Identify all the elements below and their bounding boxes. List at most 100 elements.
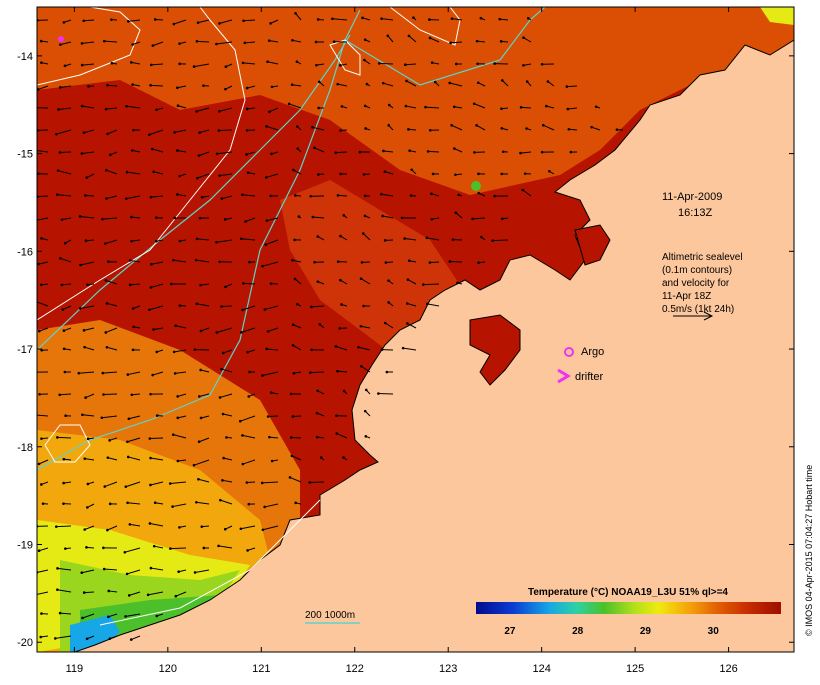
velocity-arrow-head	[224, 528, 227, 531]
velocity-arrow-head	[198, 154, 201, 157]
velocity-arrow-head	[294, 12, 297, 15]
velocity-arrow-head	[200, 525, 203, 528]
velocity-arrow-head	[477, 173, 480, 176]
velocity-arrow-head	[173, 351, 176, 354]
velocity-arrow-head	[199, 217, 202, 220]
velocity-arrow-head	[55, 525, 58, 528]
velocity-arrow-head	[296, 303, 299, 306]
velocity-arrow-head	[148, 133, 151, 136]
velocity-arrow-head	[264, 308, 267, 311]
velocity-arrow-head	[220, 305, 223, 308]
velocity-arrow-head	[105, 108, 108, 111]
argo-label: Argo	[581, 346, 604, 358]
velocity-arrow-head	[107, 260, 110, 263]
velocity-arrow-head	[57, 108, 60, 111]
velocity-arrow	[379, 63, 393, 64]
velocity-arrow-head	[296, 147, 299, 150]
velocity-arrow-head	[246, 549, 249, 552]
velocity-arrow-head	[246, 129, 249, 132]
velocity-arrow-head	[360, 365, 363, 368]
velocity-arrow	[521, 107, 531, 108]
velocity-arrow-head	[290, 436, 293, 439]
date-label: 11-Apr-2009	[662, 191, 722, 203]
velocity-arrow-head	[130, 61, 133, 64]
velocity-arrow-head	[59, 43, 62, 46]
velocity-arrow	[493, 240, 508, 241]
velocity-arrow-head	[335, 414, 338, 417]
velocity-arrow-head	[83, 528, 86, 531]
velocity-arrow-head	[473, 102, 476, 105]
velocity-arrow-head	[316, 436, 319, 439]
velocity-arrow-head	[81, 64, 84, 67]
velocity-arrow-head	[498, 18, 501, 21]
velocity-arrow-head	[317, 173, 320, 176]
velocity-arrow-head	[176, 395, 179, 398]
velocity-arrow-head	[475, 124, 478, 127]
velocity-arrow-head	[149, 484, 152, 487]
velocity-arrow-head	[339, 173, 342, 176]
velocity-arrow-head	[241, 309, 244, 312]
velocity-arrow-head	[196, 238, 199, 241]
velocity-arrow-head	[319, 323, 322, 326]
y-tick-label: -14	[17, 51, 33, 63]
velocity-arrow-head	[385, 261, 388, 264]
velocity-arrow-head	[61, 284, 64, 287]
velocity-arrow-head	[198, 440, 201, 443]
velocity-arrow-head	[380, 17, 383, 20]
velocity-arrow-head	[362, 232, 365, 235]
velocity-arrow-head	[382, 82, 385, 85]
velocity-arrow-head	[294, 278, 297, 281]
velocity-arrow-head	[179, 175, 182, 178]
velocity-arrow	[38, 196, 48, 197]
velocity-arrow-head	[455, 63, 458, 66]
velocity-arrow-head	[476, 40, 479, 43]
velocity-arrow-head	[201, 196, 204, 199]
velocity-arrow-head	[410, 194, 413, 197]
altimetry-line: (0.1m contours)	[662, 265, 732, 276]
y-tick-label: -16	[17, 246, 33, 258]
velocity-arrow-head	[176, 193, 179, 196]
velocity-arrow-head	[194, 348, 197, 351]
velocity-arrow-head	[595, 105, 598, 108]
velocity-arrow-head	[195, 501, 198, 504]
velocity-arrow-head	[426, 303, 429, 306]
velocity-arrow-head	[156, 615, 159, 618]
velocity-arrow-head	[149, 393, 152, 396]
velocity-arrow-head	[387, 301, 390, 304]
velocity-arrow-head	[239, 420, 242, 423]
velocity-arrow-head	[269, 195, 272, 198]
velocity-arrow-head	[288, 103, 291, 106]
velocity-arrow-head	[361, 17, 364, 20]
velocity-arrow-head	[430, 218, 433, 221]
velocity-arrow-head	[178, 42, 181, 45]
velocity-arrow-head	[242, 62, 245, 65]
velocity-arrow-head	[401, 217, 404, 220]
velocity-arrow-head	[156, 414, 159, 417]
velocity-arrow-head	[155, 109, 158, 112]
velocity-arrow-head	[107, 616, 110, 619]
velocity-arrow-head	[38, 330, 41, 333]
velocity-arrow-head	[174, 324, 177, 327]
velocity-arrow-head	[457, 194, 460, 197]
velocity-arrow-head	[315, 64, 318, 67]
velocity-arrow-head	[59, 151, 62, 154]
velocity-arrow-head	[568, 128, 571, 131]
velocity-arrow-head	[126, 573, 129, 576]
velocity-arrow-head	[217, 545, 220, 548]
velocity-arrow-head	[320, 456, 323, 459]
velocity-arrow-head	[216, 153, 219, 156]
velocity-arrow-head	[317, 107, 320, 110]
velocity-arrow-head	[378, 62, 381, 65]
velocity-arrow-head	[64, 371, 67, 374]
velocity-arrow-head	[64, 547, 67, 550]
velocity-arrow-head	[402, 347, 405, 350]
velocity-arrow-head	[84, 396, 87, 399]
velocity-arrow-head	[81, 152, 84, 155]
velocity-arrow-head	[58, 393, 61, 396]
velocity-arrow-head	[152, 170, 155, 173]
velocity-arrow-head	[292, 415, 295, 418]
velocity-arrow-head	[308, 481, 311, 484]
velocity-arrow-head	[335, 345, 338, 348]
velocity-arrow-head	[218, 22, 221, 25]
